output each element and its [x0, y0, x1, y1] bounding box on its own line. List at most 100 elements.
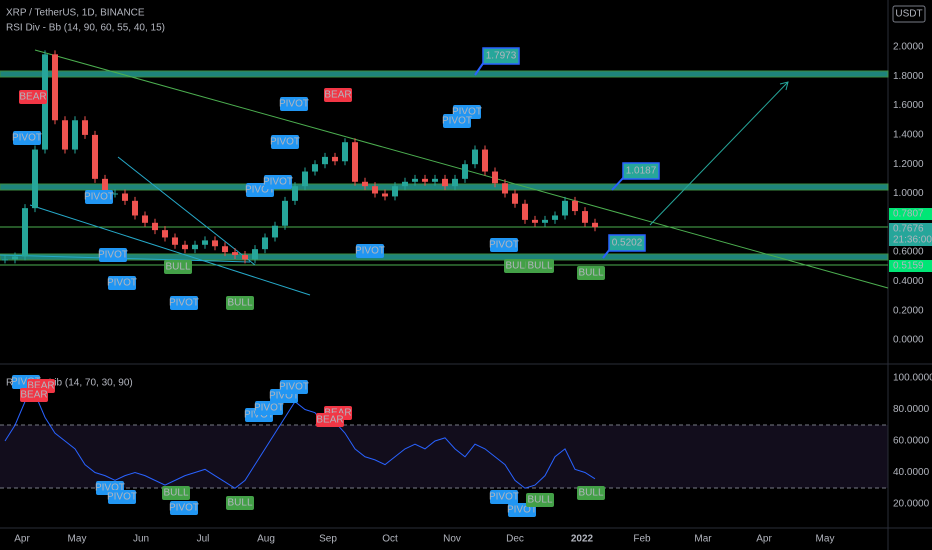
price-signal-box [356, 244, 384, 258]
candle [562, 200, 568, 216]
zone [0, 70, 889, 78]
rsi-signal: PIVOT [269, 391, 299, 402]
candle [342, 142, 348, 162]
price-signal: PIVOT [355, 246, 385, 257]
currency[interactable]: USDT [895, 9, 922, 20]
candle [432, 178, 438, 182]
price-axis-label: 0.6000 [893, 247, 924, 258]
candle [352, 142, 358, 182]
time-label: Jul [197, 534, 210, 545]
rsi-signal-box [226, 496, 254, 510]
candle [232, 252, 238, 256]
level-label: 0.5202 [612, 238, 643, 249]
rsi-signal-box [170, 501, 198, 515]
rsi-axis-label: 20.0000 [893, 499, 930, 510]
candle [82, 120, 88, 135]
rsi-signal: PIVOT [107, 492, 137, 503]
candle [402, 181, 408, 187]
rsi-signal-box [255, 401, 283, 415]
price-signal: PIVOT [442, 116, 472, 127]
price-signal-box [271, 135, 299, 149]
price-signal: BEAR [19, 92, 46, 103]
rsi-signal: PIVOT [169, 503, 199, 514]
candle [172, 237, 178, 245]
rsi-axis-label: 80.0000 [893, 404, 930, 415]
trend-line [117, 156, 256, 266]
candle [92, 134, 98, 179]
candle [62, 120, 68, 150]
price-signal: BULL [527, 261, 552, 272]
candle [322, 156, 328, 165]
price-signal-box [324, 88, 352, 102]
price-signal-box [490, 238, 518, 252]
time-label: 2022 [571, 534, 594, 545]
price-signal-box [170, 296, 198, 310]
time-label: Mar [694, 534, 712, 545]
candle [192, 244, 198, 250]
rsi-signal: PIVOT [11, 377, 41, 388]
time-label: Nov [443, 534, 461, 545]
candle [12, 256, 18, 260]
candle [262, 237, 268, 250]
candle [142, 215, 148, 223]
callout-line [611, 176, 625, 191]
price-signal: BULL [165, 262, 190, 273]
projection-arrow [649, 81, 789, 226]
currency-box[interactable] [892, 5, 926, 23]
time-label: Apr [756, 534, 772, 545]
candle [2, 259, 8, 261]
candle [572, 200, 578, 212]
candle [222, 246, 228, 253]
price-signal-box [577, 266, 605, 280]
candle [282, 200, 288, 226]
candle [582, 211, 588, 223]
candle [592, 222, 598, 228]
time-label: May [68, 534, 87, 545]
candle [212, 240, 218, 247]
price-signal: BULL [505, 261, 530, 272]
price-signal-box [164, 260, 192, 274]
rsi-signal-box [577, 486, 605, 500]
price-signal: PIVOT [279, 99, 309, 110]
candle [202, 240, 208, 245]
rsi-signal: BULL [578, 488, 603, 499]
price-signal-box [108, 276, 136, 290]
price-axis-label: 0.2000 [893, 305, 924, 316]
rsi-signal: BULL [227, 498, 252, 509]
candle [512, 193, 518, 204]
price-signal-box [280, 97, 308, 111]
candle [252, 249, 258, 260]
price-signal: PIVOT [452, 107, 482, 118]
candle [242, 255, 248, 260]
price-signal-box [443, 114, 471, 128]
rsi-band [0, 425, 888, 488]
rsi-signal: PIVOT [507, 505, 537, 516]
price-signal: PIVOT [245, 185, 275, 196]
candle [502, 183, 508, 194]
candle [112, 193, 118, 195]
price-signal: PIVOT [98, 250, 128, 261]
candle [412, 178, 418, 182]
candle [422, 178, 428, 182]
price-tag-box [889, 208, 932, 220]
price-axis-label: 1.2000 [893, 159, 924, 170]
arrow-head [779, 81, 789, 91]
price-signal: PIVOT [107, 278, 137, 289]
price-signal-box [264, 175, 292, 189]
level-label: 1.0187 [626, 166, 657, 177]
indicator: RSI Div - Bb (14, 90, 60, 55, 40, 15) [6, 23, 165, 34]
candle [372, 186, 378, 194]
level-box [482, 47, 520, 65]
price-signal-box [99, 248, 127, 262]
candle [492, 171, 498, 184]
candle [522, 203, 528, 220]
candle [32, 149, 38, 209]
candle [462, 164, 468, 179]
candle [72, 120, 78, 150]
price-signal-box [226, 296, 254, 310]
candle [362, 181, 368, 187]
rsi-signal: BEAR [20, 390, 47, 401]
trend-line [34, 49, 889, 289]
candle [442, 178, 448, 187]
